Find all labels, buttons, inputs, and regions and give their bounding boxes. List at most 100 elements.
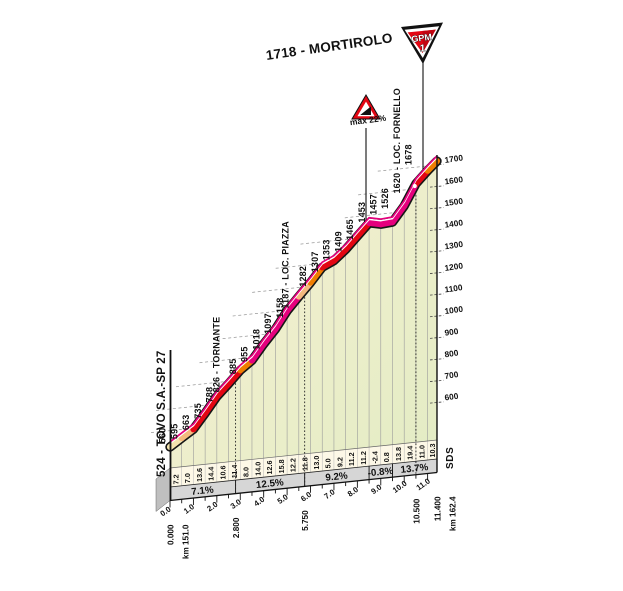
distance-mark-label: 2.800: [232, 517, 241, 538]
road-point-label: 560: [158, 428, 168, 444]
gpm-category: 1: [420, 44, 426, 55]
segment-grade-label: 10.6: [218, 465, 227, 479]
segment-grade-label: 19.4: [406, 446, 415, 460]
road-point-label: 1282: [298, 266, 308, 287]
km-tick-label: 9.0: [369, 482, 384, 496]
road-point-label: 1678: [404, 144, 414, 165]
elevation-tick-label: 1300: [444, 239, 464, 252]
section-avg-grade: 9.2%: [325, 470, 349, 483]
km-tick-label: 10.0: [391, 478, 409, 494]
km-tick-label: 1.0: [182, 502, 197, 516]
km-tick-label: 6.0: [299, 490, 314, 504]
section-avg-grade: 12.5%: [255, 477, 284, 491]
road-profile: [165, 155, 442, 452]
gpm-text: GPM: [411, 32, 433, 44]
section-avg-grade: 7.1%: [191, 485, 215, 498]
gradient-strip: [169, 439, 438, 487]
terrain-area: [170, 161, 437, 468]
segment-grade-label: -2.4: [371, 451, 380, 463]
road-point-label: 595: [169, 423, 179, 439]
road-point-label: 1187 - LOC. PIAZZA: [281, 221, 291, 309]
road-point-label: 663: [181, 415, 191, 431]
segment-grade-label: 10.3: [428, 443, 437, 457]
road-point-label: 1018: [251, 329, 261, 350]
section-avg-grade: 13.7%: [400, 462, 429, 476]
road-point-label: 1457: [368, 194, 378, 215]
km-tick-label: 11.0: [415, 476, 433, 492]
km-tick-label: 3.0: [229, 497, 244, 511]
segment-grade-label: 11.0: [417, 445, 426, 459]
segment-grade-label: 8.0: [242, 467, 251, 477]
marker-stems: [365, 60, 424, 222]
segment-grade-label: 9.2: [335, 457, 344, 467]
distance-mark-label: 11.400: [433, 496, 442, 521]
road-point-label: 1409: [333, 231, 343, 252]
km-tick-label: 5.0: [276, 492, 291, 506]
distance-labels: 0.000 km 151.0 2.800 5.750 10.500 11.400 km 16…: [167, 496, 458, 559]
road-point-label: 1620 - LOC. FORNELLO: [392, 88, 402, 194]
fornello-point-marker: [412, 183, 417, 189]
road-segment: [389, 202, 408, 226]
km-tick-label: 2.0: [205, 499, 220, 513]
elevation-tick-label: 900: [444, 326, 459, 338]
elevation-tick-label: 1200: [444, 260, 464, 273]
segment-grade-label: 14.0: [253, 462, 262, 476]
distance-mark-label: 5.750: [301, 510, 310, 531]
terrain-columns: [181, 173, 428, 467]
distance-mark-label: km 151.0: [182, 524, 191, 559]
distance-mark-label: km 162.4: [448, 496, 457, 531]
gpm-icon: GPM 1: [401, 22, 443, 64]
segment-grade-label: 13.0: [312, 456, 321, 470]
segment-grade-label: 11.2: [359, 451, 368, 465]
km-tick-label: 8.0: [346, 485, 361, 499]
segment-grade-label: 7.0: [183, 473, 192, 483]
road-point-label: 826 - TORNANTE: [212, 317, 222, 393]
road-point-label: 1453: [357, 202, 367, 223]
section-percent-labels: 7.1% 12.5% 9.2% -0.8% 13.7%: [191, 462, 429, 498]
road-point-label: 1465: [345, 219, 355, 240]
segment-grade-label: 5.0: [324, 458, 333, 468]
location-dotted-lines: [235, 187, 417, 494]
elevation-tick-label: 1400: [444, 217, 464, 230]
road-point-label: 1307: [310, 251, 320, 272]
road-point-label: 788: [205, 387, 215, 403]
road-segment: [202, 393, 220, 417]
axes: [169, 155, 438, 501]
segment-grade-label: 12.2: [289, 458, 298, 472]
max-gradient-warning-icon: [351, 94, 381, 120]
road-point-label: 1158: [275, 298, 285, 318]
elevation-tick-label: 1000: [444, 304, 464, 317]
elevation-tick-label: 1100: [444, 282, 464, 294]
road-segment: [307, 264, 326, 286]
segment-grade-label: 11.2: [347, 452, 356, 466]
elevation-tick-label: 600: [444, 391, 459, 403]
road-segment: [272, 307, 291, 333]
segment-grade-label: 15.8: [277, 459, 286, 473]
elevation-tick-label: 1600: [444, 174, 464, 187]
right-axis-labels: 1700 1600 1500 1400 1300 1200 1100 1000 900 800 70…: [444, 152, 464, 402]
km-tick-label: 4.0: [252, 494, 267, 508]
elevation-tick-label: 800: [444, 347, 459, 359]
road-point-label: 1097: [263, 313, 273, 334]
segment-grade-label: 11.4: [230, 465, 239, 479]
segment-grade-label: 14.4: [207, 467, 216, 481]
elevation-tick-label: 1700: [444, 152, 464, 165]
road-segment: [424, 157, 441, 174]
segment-grade-label: 11.8: [300, 457, 309, 471]
distance-mark-label: 0.000: [167, 524, 176, 545]
road-point-label: 885: [228, 359, 238, 375]
km-tick-label: 7.0: [322, 487, 337, 501]
segment-grade-label: 7.2: [171, 474, 180, 484]
segment-grade-label: 0.8: [382, 452, 391, 462]
sds-logo: SDS: [445, 446, 456, 469]
elevation-tick-label: 1500: [444, 196, 464, 209]
elevation-tick-label: 700: [444, 369, 459, 381]
road-point-label: 955: [240, 346, 250, 362]
distance-mark-label: 10.500: [412, 498, 421, 523]
start-location-label: 524 - TOVO S.A.-SP 27: [156, 350, 168, 478]
road-segment: [260, 326, 279, 348]
road-segment: [190, 410, 209, 433]
